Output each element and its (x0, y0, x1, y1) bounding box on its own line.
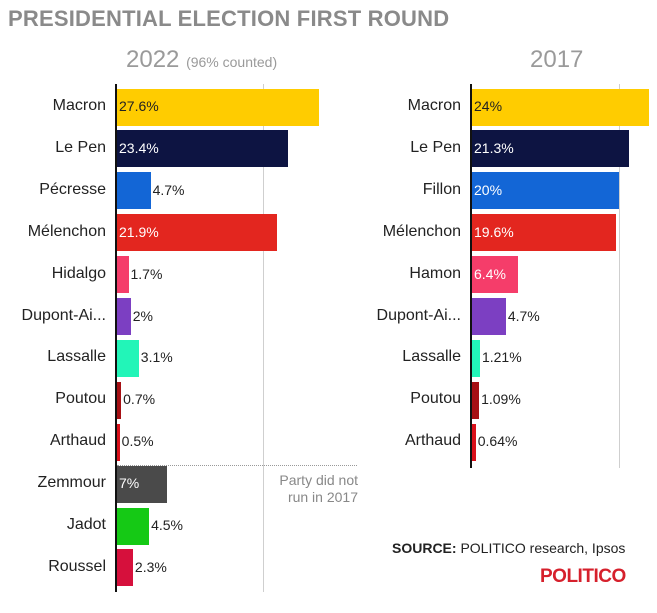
bar (116, 214, 278, 252)
category-label: Pécresse (39, 180, 106, 198)
source-label: SOURCE: (392, 540, 457, 556)
category-label: Poutou (55, 390, 106, 408)
data-label: 4.7% (152, 181, 185, 198)
category-label: Dupont-Ai... (21, 306, 106, 324)
bar (471, 423, 476, 461)
category-label: Macron (52, 97, 106, 114)
bar (116, 298, 131, 335)
bar (116, 381, 122, 419)
data-label: 27.6% (119, 98, 159, 114)
data-label: 1.7% (130, 265, 163, 282)
chart-title-2022-year: 2022 (126, 46, 180, 73)
bar (116, 507, 150, 545)
bar (116, 88, 319, 126)
bar (116, 130, 289, 168)
data-label: 21.3% (474, 139, 514, 156)
note-line-1: Party did not (279, 472, 358, 488)
category-label: Jadot (66, 516, 106, 533)
bar (471, 381, 480, 419)
data-label: 20% (474, 181, 503, 198)
note-party-did-not-run: Party did not run in 2017 (258, 472, 358, 506)
category-label: Le Pen (410, 138, 461, 156)
category-label: Mélenchon (382, 222, 461, 240)
category-label: Le Pen (55, 138, 106, 156)
data-label: 0.64% (477, 433, 518, 450)
category-label: Arthaud (49, 432, 106, 450)
data-label: 6.4% (474, 265, 506, 282)
politico-logo: POLITICO (540, 566, 626, 587)
bar (116, 339, 139, 377)
page-title: PRESIDENTIAL ELECTION FIRST ROUND (8, 6, 450, 31)
data-label: 7% (119, 475, 140, 492)
bar (471, 130, 629, 168)
gridline (619, 84, 621, 468)
data-label: 4.7% (507, 307, 540, 324)
bar (471, 298, 506, 335)
bar (471, 256, 519, 294)
category-label: Lassalle (402, 348, 461, 366)
bar (471, 339, 480, 377)
source-text: POLITICO research, Ipsos (456, 540, 626, 556)
data-label: 2.3% (134, 558, 167, 575)
chart-title-2017: 2017 (530, 46, 584, 73)
y-axis-line (115, 84, 117, 592)
divider-line (117, 465, 357, 466)
data-label: 21.9% (119, 223, 159, 240)
bar (116, 172, 151, 210)
category-label: Macron (407, 97, 461, 114)
bar (471, 172, 620, 210)
category-label: Poutou (410, 390, 461, 408)
category-label: Hamon (409, 264, 461, 282)
data-label: 1.09% (481, 391, 521, 408)
data-label: 23.4% (119, 139, 159, 156)
chart-subtitle-2022: (96% counted) (186, 54, 278, 70)
data-label: 3.1% (140, 349, 173, 366)
y-axis-line (470, 84, 472, 468)
category-label: Dupont-Ai... (376, 306, 461, 324)
bar (116, 549, 133, 587)
category-label: Hidalgo (51, 264, 106, 282)
data-label: 0.5% (121, 433, 154, 450)
bar (116, 465, 168, 503)
data-label: 19.6% (474, 223, 514, 240)
bar (471, 214, 617, 252)
category-label: Fillon (422, 180, 461, 198)
chart-title-2022: 2022 (96% counted) (126, 46, 277, 74)
data-label: 2% (132, 307, 153, 324)
bar (116, 423, 120, 461)
data-label: 1.21% (481, 349, 522, 366)
category-label: Arthaud (404, 432, 461, 450)
category-label: Lassalle (47, 348, 106, 366)
category-label: Mélenchon (27, 222, 106, 240)
data-label: 4.5% (151, 517, 184, 533)
data-label: 24% (474, 98, 503, 114)
category-label: Zemmour (37, 474, 106, 492)
bar (116, 256, 129, 294)
data-label: 0.7% (123, 391, 156, 408)
gridline (263, 84, 265, 592)
source-credit: SOURCE: POLITICO research, Ipsos (392, 540, 625, 556)
category-label: Roussel (48, 557, 106, 575)
note-line-2: run in 2017 (287, 489, 358, 505)
bar (471, 88, 649, 126)
